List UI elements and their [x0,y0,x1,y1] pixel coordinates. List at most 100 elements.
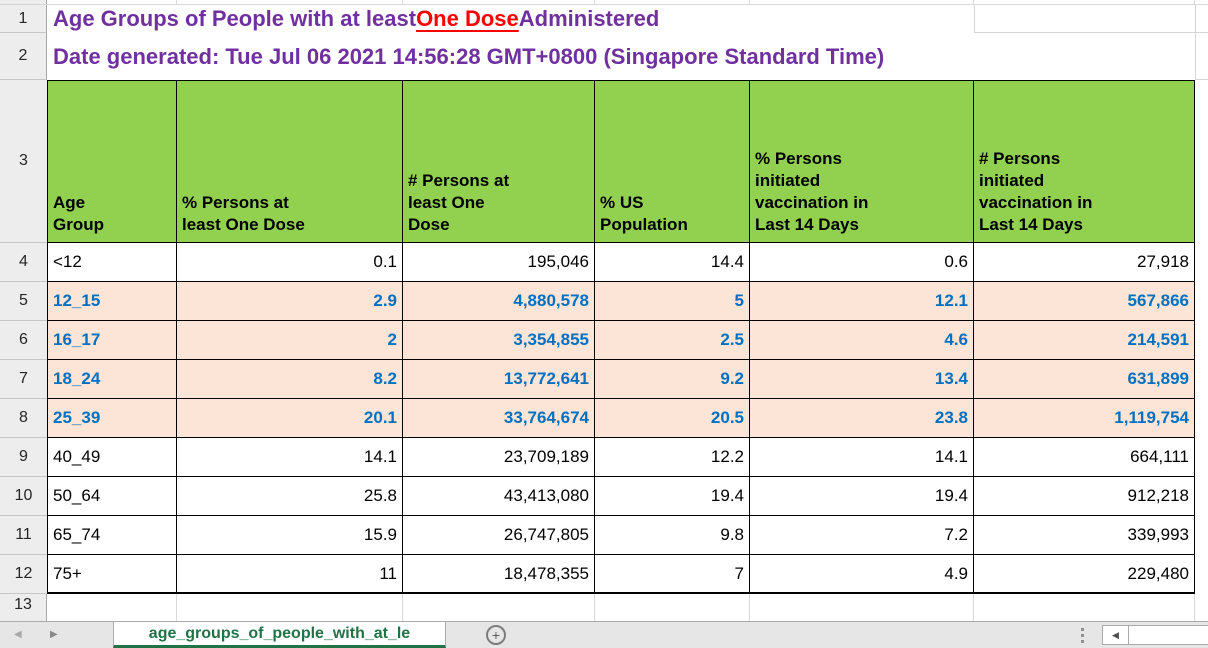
cell-us-population[interactable]: 5 [595,282,750,321]
row-number[interactable]: 13 [0,594,47,621]
row-number[interactable]: 6 [0,321,47,360]
cell-us-population[interactable]: 7 [595,555,750,594]
cell-age-group[interactable]: 65_74 [47,516,177,555]
cell-pct-one-dose[interactable]: 8.2 [177,360,403,399]
header-pct-initiated-14d[interactable]: % Persons initiated vaccination in Last … [750,80,974,243]
cell-pct-one-dose[interactable]: 2 [177,321,403,360]
row-number[interactable]: 11 [0,516,47,555]
cell-pct-one-dose[interactable]: 0.1 [177,243,403,282]
row-number[interactable]: 9 [0,438,47,477]
cell-num-one-dose[interactable]: 43,413,080 [403,477,595,516]
cell-pct-initiated-14d[interactable]: 14.1 [750,438,974,477]
cell-pct-initiated-14d[interactable]: 7.2 [750,516,974,555]
row-header-corner [0,0,47,4]
cell-num-initiated-14d[interactable]: 229,480 [974,555,1195,594]
horizontal-scrollbar[interactable] [1129,625,1208,645]
header-num-initiated-14d[interactable]: # Persons initiated vaccination in Last … [974,80,1195,243]
row-number[interactable]: 5 [0,282,47,321]
cell-pct-one-dose[interactable]: 2.9 [177,282,403,321]
cell-age-group[interactable]: 40_49 [47,438,177,477]
cell-us-population[interactable]: 20.5 [595,399,750,438]
active-sheet-tab[interactable]: age_groups_of_people_with_at_le [113,622,446,648]
new-sheet-button[interactable]: + [486,625,506,645]
cell-us-population[interactable]: 9.8 [595,516,750,555]
scrollbar-left-icon[interactable]: ◀ [1102,625,1129,645]
cell-age-group[interactable]: 16_17 [47,321,177,360]
cell-pct-initiated-14d[interactable]: 23.8 [750,399,974,438]
cell-num-one-dose[interactable]: 4,880,578 [403,282,595,321]
cell-pct-one-dose[interactable]: 14.1 [177,438,403,477]
empty-cell[interactable] [177,594,403,621]
cell-us-population[interactable]: 2.5 [595,321,750,360]
cell-num-one-dose[interactable]: 195,046 [403,243,595,282]
cell-pct-initiated-14d[interactable]: 4.9 [750,555,974,594]
empty-area [1195,399,1208,438]
cell-age-group[interactable]: 18_24 [47,360,177,399]
cell-num-one-dose[interactable]: 3,354,855 [403,321,595,360]
cell-num-one-dose[interactable]: 26,747,805 [403,516,595,555]
empty-area [1195,477,1208,516]
row-number[interactable]: 10 [0,477,47,516]
cell-us-population[interactable]: 14.4 [595,243,750,282]
cell-num-one-dose[interactable]: 33,764,674 [403,399,595,438]
header-us-population[interactable]: % US Population [595,80,750,243]
next-sheet-icon[interactable]: ▶ [50,629,58,640]
table-row: 4 <12 0.1 195,046 14.4 0.6 27,918 [0,243,1208,282]
cell-num-initiated-14d[interactable]: 912,218 [974,477,1195,516]
header-num-one-dose[interactable]: # Persons at least One Dose [403,80,595,243]
header-age-group[interactable]: Age Group [47,80,177,243]
cell-age-group[interactable]: 25_39 [47,399,177,438]
gridline [974,5,975,33]
empty-area [1195,80,1208,243]
cell-age-group[interactable]: <12 [47,243,177,282]
empty-cell[interactable] [595,594,750,621]
cell-pct-initiated-14d[interactable]: 19.4 [750,477,974,516]
cell-pct-initiated-14d[interactable]: 0.6 [750,243,974,282]
cell-pct-one-dose[interactable]: 25.8 [177,477,403,516]
row-number[interactable]: 3 [0,80,47,243]
empty-area [1195,282,1208,321]
gridline [750,0,974,4]
title-cell[interactable]: Age Groups of People with at least One D… [47,5,1208,33]
empty-cell[interactable] [750,594,974,621]
cell-num-one-dose[interactable]: 18,478,355 [403,555,595,594]
title-emphasis: One Dose [416,6,519,31]
row-number[interactable]: 7 [0,360,47,399]
cell-num-initiated-14d[interactable]: 664,111 [974,438,1195,477]
cell-pct-one-dose[interactable]: 11 [177,555,403,594]
cell-pct-initiated-14d[interactable]: 13.4 [750,360,974,399]
cell-pct-one-dose[interactable]: 15.9 [177,516,403,555]
row-number[interactable]: 1 [0,5,47,33]
cell-age-group[interactable]: 75+ [47,555,177,594]
cell-us-population[interactable]: 9.2 [595,360,750,399]
empty-cell[interactable] [974,594,1195,621]
cell-pct-initiated-14d[interactable]: 4.6 [750,321,974,360]
cell-pct-initiated-14d[interactable]: 12.1 [750,282,974,321]
cell-age-group[interactable]: 50_64 [47,477,177,516]
empty-cell[interactable] [403,594,595,621]
page-title: Age Groups of People with at least One D… [53,5,659,33]
row-number[interactable]: 12 [0,555,47,594]
row-number[interactable]: 8 [0,399,47,438]
cell-pct-one-dose[interactable]: 20.1 [177,399,403,438]
prev-sheet-icon[interactable]: ◀ [14,629,22,640]
table-row: 8 25_39 20.1 33,764,674 20.5 23.8 1,119,… [0,399,1208,438]
cell-num-initiated-14d[interactable]: 567,866 [974,282,1195,321]
cell-us-population[interactable]: 19.4 [595,477,750,516]
tab-splitter-handle[interactable] [1081,628,1084,643]
cell-num-one-dose[interactable]: 23,709,189 [403,438,595,477]
cell-us-population[interactable]: 12.2 [595,438,750,477]
cell-num-initiated-14d[interactable]: 1,119,754 [974,399,1195,438]
empty-cell[interactable] [47,594,177,621]
cell-num-initiated-14d[interactable]: 631,899 [974,360,1195,399]
cell-num-one-dose[interactable]: 13,772,641 [403,360,595,399]
subtitle-cell[interactable]: Date generated: Tue Jul 06 2021 14:56:28… [47,33,1208,80]
header-pct-one-dose[interactable]: % Persons at least One Dose [177,80,403,243]
cell-age-group[interactable]: 12_15 [47,282,177,321]
row-number[interactable]: 4 [0,243,47,282]
cell-num-initiated-14d[interactable]: 214,591 [974,321,1195,360]
cell-num-initiated-14d[interactable]: 339,993 [974,516,1195,555]
row-number[interactable]: 2 [0,33,47,80]
cell-num-initiated-14d[interactable]: 27,918 [974,243,1195,282]
